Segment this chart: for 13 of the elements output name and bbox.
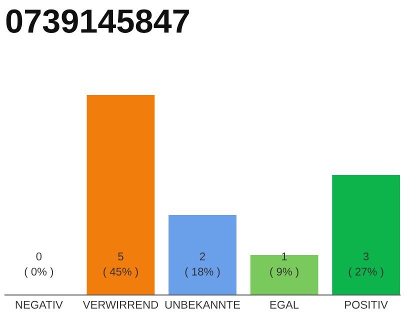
- x-tick-label: UNBEKANNTE: [165, 300, 240, 309]
- data-label: 2 ( 18% ): [185, 252, 220, 278]
- data-label: 0 ( 0% ): [24, 252, 54, 278]
- bar: [168, 215, 236, 295]
- x-tick-label: NEGATIV: [16, 300, 63, 309]
- data-label: 5 ( 45% ): [104, 252, 138, 278]
- chart-title: 0739145847: [6, 9, 189, 33]
- x-tick-label: POSITIV: [345, 300, 388, 309]
- bar: [86, 95, 155, 295]
- x-tick-label: EGAL: [270, 300, 299, 309]
- data-label: 3 ( 27% ): [348, 252, 384, 278]
- bar: [332, 175, 400, 295]
- x-tick-label: VERWIRREND: [82, 300, 158, 309]
